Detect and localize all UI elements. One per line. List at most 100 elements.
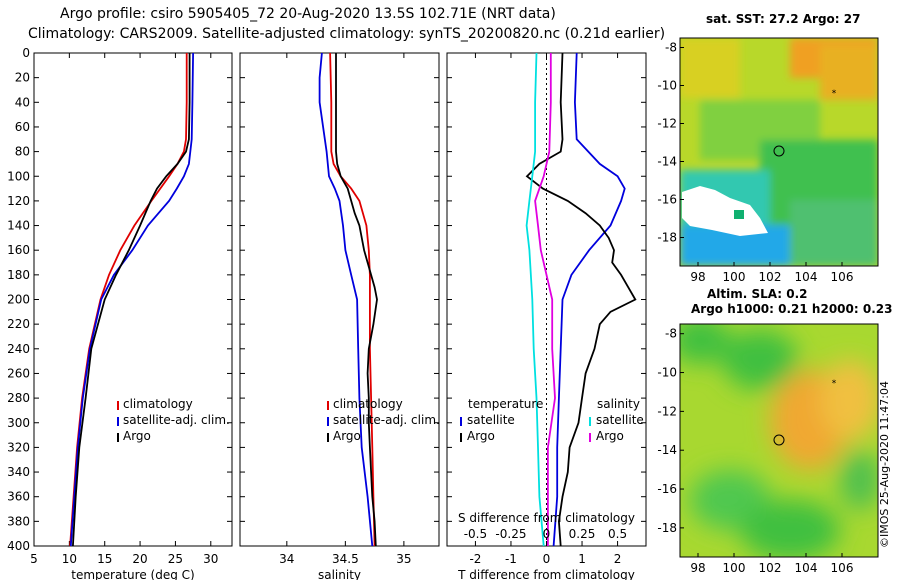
map-y-tick-label: -8 [665, 41, 677, 55]
series-line-t-argo [525, 52, 637, 547]
y-tick-label: 300 [7, 416, 30, 430]
y-tick-label: 280 [7, 391, 30, 405]
x-tick-label: 25 [168, 552, 183, 566]
top-axis-label: S difference from climatology [458, 511, 635, 525]
map-y-tick-label: -16 [657, 193, 677, 207]
top-tick-label: 0.5 [608, 527, 627, 541]
svg-text:*: * [832, 379, 837, 389]
sst-map: * [680, 38, 878, 266]
map-x-tick-label: 106 [831, 270, 854, 284]
map-y-tick-label: -18 [657, 231, 677, 245]
x-tick-label: 35 [396, 552, 411, 566]
series-line-s-satellite [525, 52, 545, 547]
sla-map-title-2: Argo h1000: 0.21 h2000: 0.23 [691, 302, 893, 316]
map-y-tick-label: -14 [657, 155, 677, 169]
x-axis-label: T difference from climatology [457, 568, 635, 580]
x-tick-label: 1 [578, 552, 586, 566]
series-line-climatology [329, 52, 376, 547]
x-tick-label: 15 [97, 552, 112, 566]
map-x-tick-label: 98 [690, 561, 705, 575]
map-y-tick-label: -10 [657, 366, 677, 380]
legend-header-salinity: salinity [597, 397, 640, 411]
sst-map-title: sat. SST: 27.2 Argo: 27 [706, 12, 861, 26]
map-x-tick-label: 102 [759, 561, 782, 575]
y-tick-label: 160 [7, 243, 30, 257]
legend-header-temperature: temperature [468, 397, 543, 411]
svg-text:*: * [832, 89, 837, 99]
series-line-climatology [69, 53, 188, 547]
series-line-s-argo [534, 53, 556, 546]
x-tick-label: 30 [203, 552, 218, 566]
legend-label: Argo [123, 429, 151, 443]
y-tick-label: 260 [7, 366, 30, 380]
map-y-tick-label: -10 [657, 79, 677, 93]
top-tick-label: 0 [543, 527, 551, 541]
x-tick-label: 0 [543, 552, 551, 566]
top-tick-label: -0.5 [464, 527, 487, 541]
series-line-t-satellite [552, 52, 626, 547]
y-tick-label: 200 [7, 293, 30, 307]
panel-frame [33, 52, 233, 547]
sla-map: * [680, 324, 878, 557]
y-tick-label: 140 [7, 219, 30, 233]
legend-label: Argo [333, 429, 361, 443]
series-line-argo [335, 53, 378, 547]
y-tick-label: 400 [7, 539, 30, 553]
x-tick-label: -2 [469, 552, 481, 566]
legend-label: satellite-adj. clim. [123, 413, 230, 427]
legend-label: climatology [123, 397, 193, 411]
series-line-satellite-adj.-clim. [69, 52, 194, 547]
figure-title-line-1: Argo profile: csiro 5905405_72 20-Aug-20… [60, 6, 556, 22]
series-line-argo [72, 53, 191, 547]
map-x-tick-label: 98 [690, 270, 705, 284]
x-tick-label: 34.5 [332, 552, 359, 566]
series-line-satellite-adj.-clim. [318, 52, 374, 547]
legend-label: Argo [467, 429, 495, 443]
map-x-tick-label: 100 [723, 561, 746, 575]
legend-label: Argo [596, 429, 624, 443]
y-tick-label: 120 [7, 194, 30, 208]
panel-frame [239, 52, 440, 547]
y-tick-label: 80 [15, 145, 30, 159]
y-tick-label: 60 [15, 120, 30, 134]
map-x-tick-label: 104 [795, 270, 818, 284]
map-y-tick-label: -18 [657, 521, 677, 535]
y-tick-label: 360 [7, 490, 30, 504]
y-tick-label: 100 [7, 169, 30, 183]
map-y-tick-label: -12 [657, 404, 677, 418]
y-tick-label: 0 [22, 46, 30, 60]
y-tick-label: 20 [15, 71, 30, 85]
sla-map-title-1: Altim. SLA: 0.2 [707, 287, 808, 301]
x-tick-label: 20 [132, 552, 147, 566]
map-x-tick-label: 102 [759, 270, 782, 284]
top-tick-label: 0.25 [569, 527, 596, 541]
top-tick-label: -0.25 [495, 527, 526, 541]
legend-label: climatology [333, 397, 403, 411]
legend-label: satellite [467, 413, 515, 427]
x-tick-label: 5 [30, 552, 38, 566]
x-axis-label: temperature (deg C) [71, 568, 194, 580]
y-tick-label: 320 [7, 440, 30, 454]
x-tick-label: 2 [614, 552, 622, 566]
map-y-tick-label: -16 [657, 482, 677, 496]
y-tick-label: 220 [7, 317, 30, 331]
x-tick-label: 34 [279, 552, 294, 566]
y-tick-label: 180 [7, 268, 30, 282]
y-tick-label: 340 [7, 465, 30, 479]
y-tick-label: 380 [7, 514, 30, 528]
legend-label: satellite [596, 413, 644, 427]
x-axis-label: salinity [318, 568, 361, 580]
y-tick-label: 40 [15, 95, 30, 109]
map-y-tick-label: -12 [657, 117, 677, 131]
map-y-tick-label: -8 [665, 327, 677, 341]
map-x-tick-label: 106 [831, 561, 854, 575]
x-tick-label: 10 [62, 552, 77, 566]
figure-title-line-2: Climatology: CARS2009. Satellite-adjuste… [28, 26, 666, 42]
y-tick-label: 240 [7, 342, 30, 356]
map-y-tick-label: -14 [657, 443, 677, 457]
map-x-tick-label: 104 [795, 561, 818, 575]
map-x-tick-label: 100 [723, 270, 746, 284]
legend-label: satellite-adj. clim. [333, 413, 440, 427]
x-tick-label: -1 [505, 552, 517, 566]
